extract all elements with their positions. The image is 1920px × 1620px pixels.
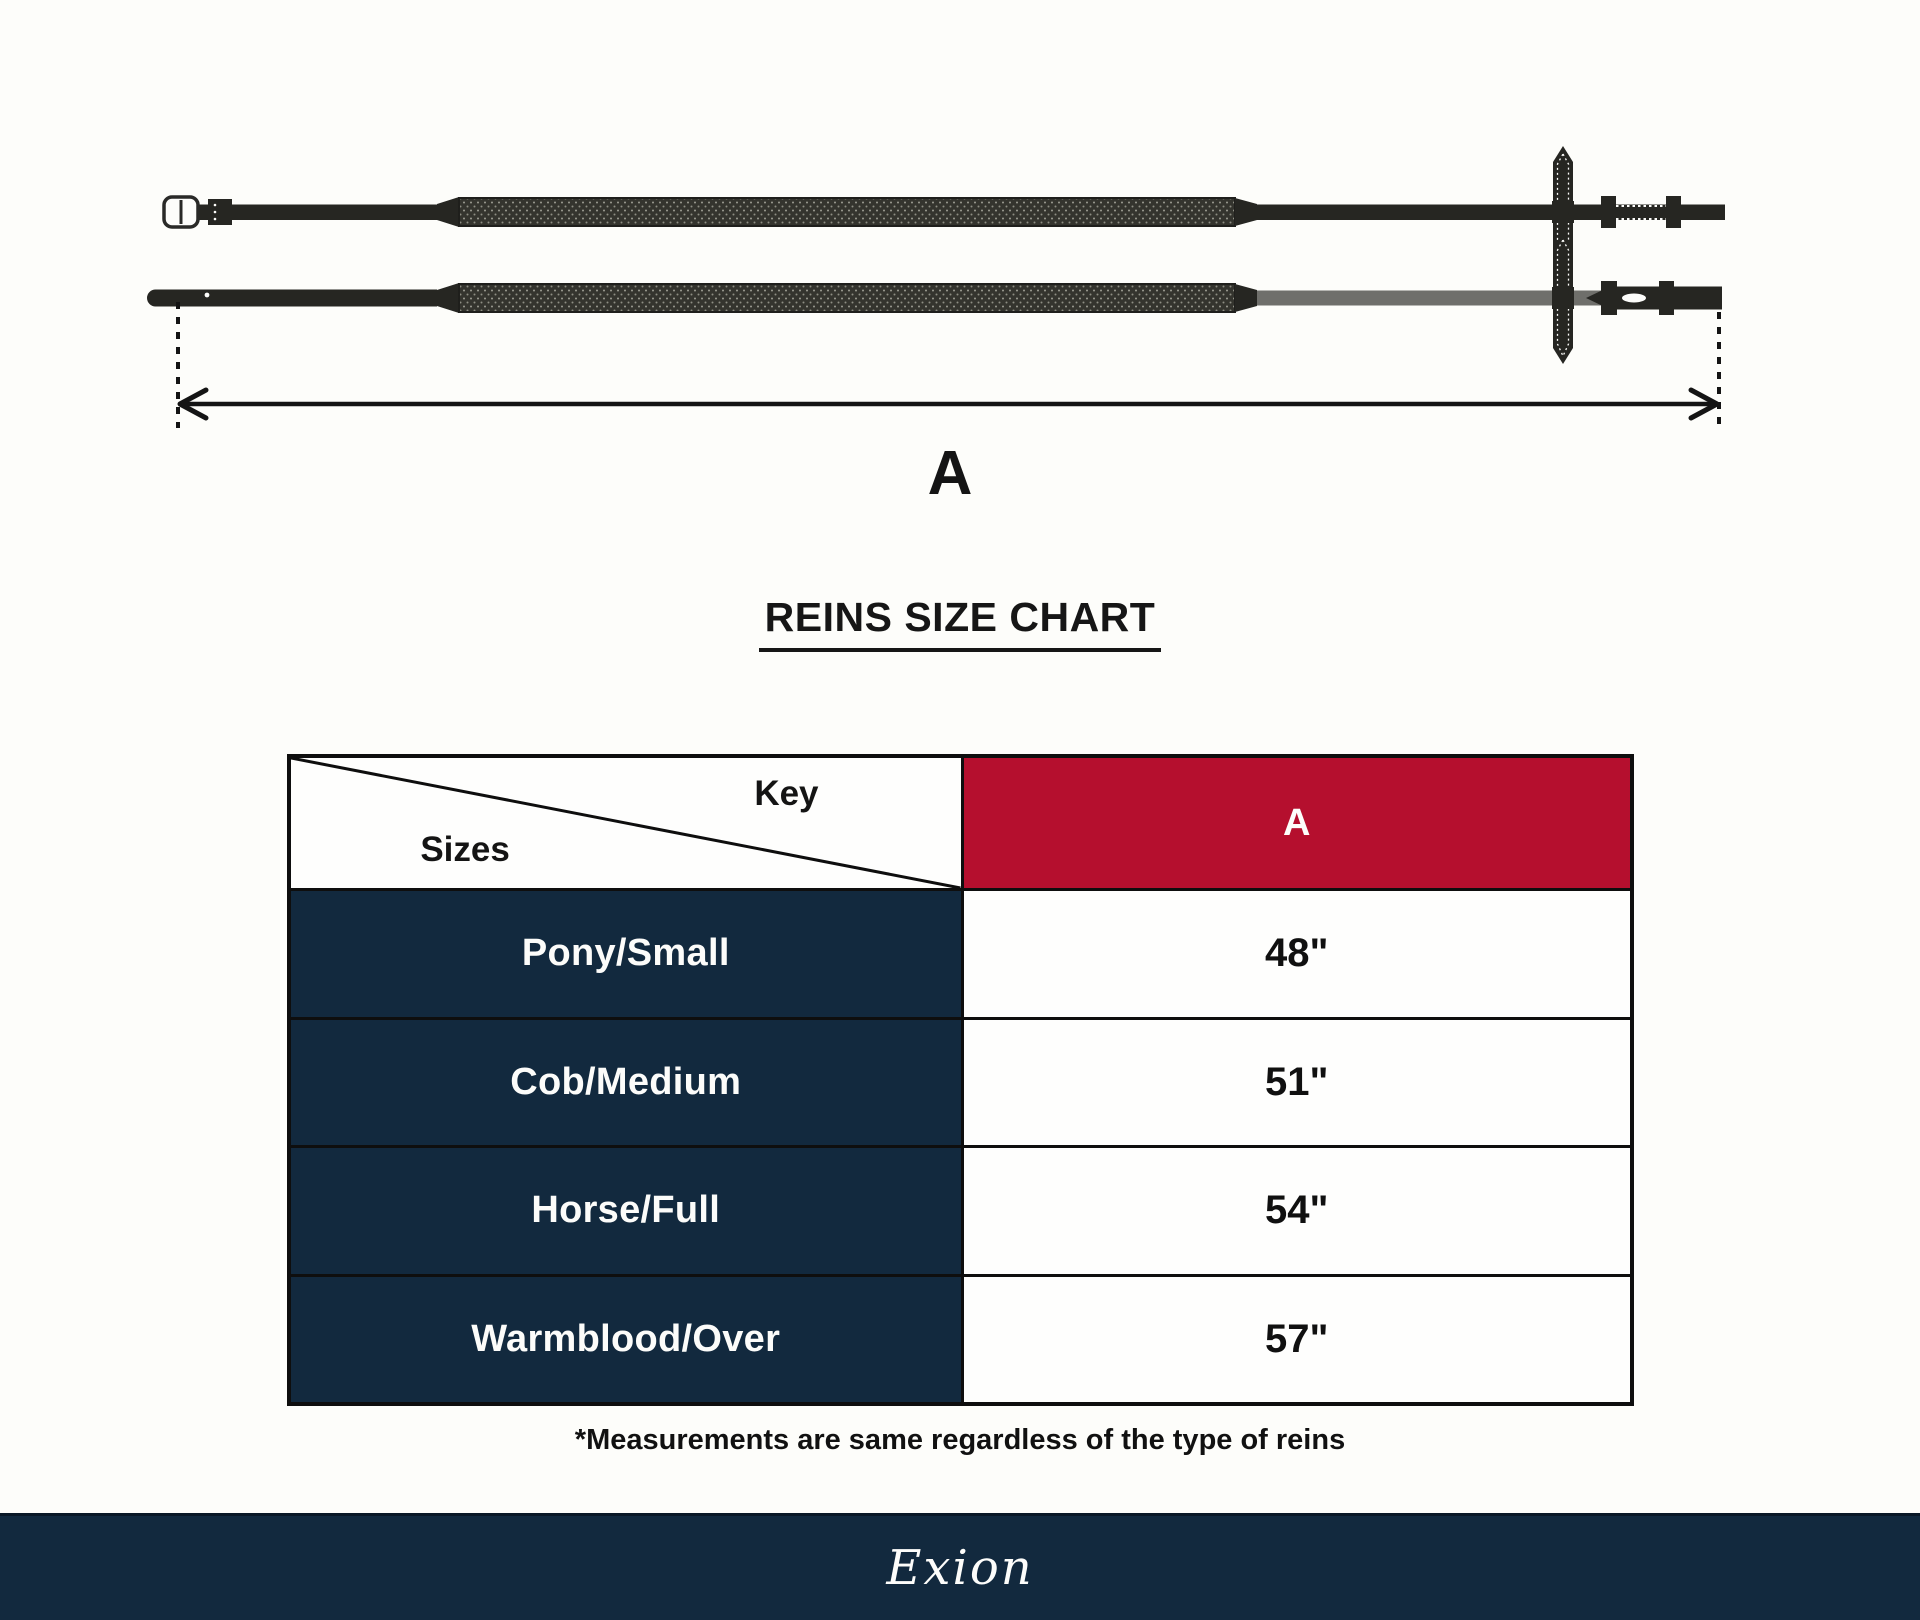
billet-strap bbox=[1586, 286, 1722, 310]
rubber-grip-section bbox=[458, 197, 1236, 227]
arrowhead-right-icon bbox=[1688, 387, 1720, 421]
diagonal-divider bbox=[291, 758, 961, 888]
measurement-footnote: *Measurements are same regardless of the… bbox=[574, 1424, 1346, 1456]
rein-bottom bbox=[147, 232, 1722, 364]
arrowhead-left-icon bbox=[177, 387, 209, 421]
corner-header-cell: Key Sizes bbox=[291, 758, 961, 888]
reins-illustration: A bbox=[147, 146, 1725, 508]
rubber-grip-section bbox=[458, 283, 1236, 313]
corner-label-key: Key bbox=[754, 774, 819, 813]
brand-logo: Exion bbox=[886, 1540, 1034, 1596]
dimension-label-a: A bbox=[928, 439, 973, 508]
corner-label-sizes: Sizes bbox=[420, 830, 510, 869]
row-label-horse-full: Horse/Full bbox=[291, 1145, 961, 1274]
dimension-arrow: A bbox=[176, 302, 1721, 508]
column-header-a: A bbox=[960, 758, 1630, 888]
page-title: REINS SIZE CHART bbox=[758, 594, 1162, 652]
brand-footer: Exion bbox=[0, 1513, 1920, 1620]
row-value-horse-full: 54" bbox=[960, 1145, 1630, 1274]
row-label-pony-small: Pony/Small bbox=[291, 888, 961, 1017]
row-label-cob-medium: Cob/Medium bbox=[291, 1016, 961, 1145]
size-chart-table: Key Sizes A Pony/Small 48" Cob/Medium 51… bbox=[287, 754, 1634, 1406]
title-section: REINS SIZE CHART bbox=[0, 594, 1920, 652]
row-value-cob-medium: 51" bbox=[960, 1016, 1630, 1145]
row-value-warmblood-over: 57" bbox=[960, 1273, 1630, 1402]
row-value-pony-small: 48" bbox=[960, 888, 1630, 1017]
row-label-warmblood-over: Warmblood/Over bbox=[291, 1273, 961, 1402]
buckle-hole bbox=[1622, 293, 1646, 303]
rein-top bbox=[162, 146, 1725, 278]
